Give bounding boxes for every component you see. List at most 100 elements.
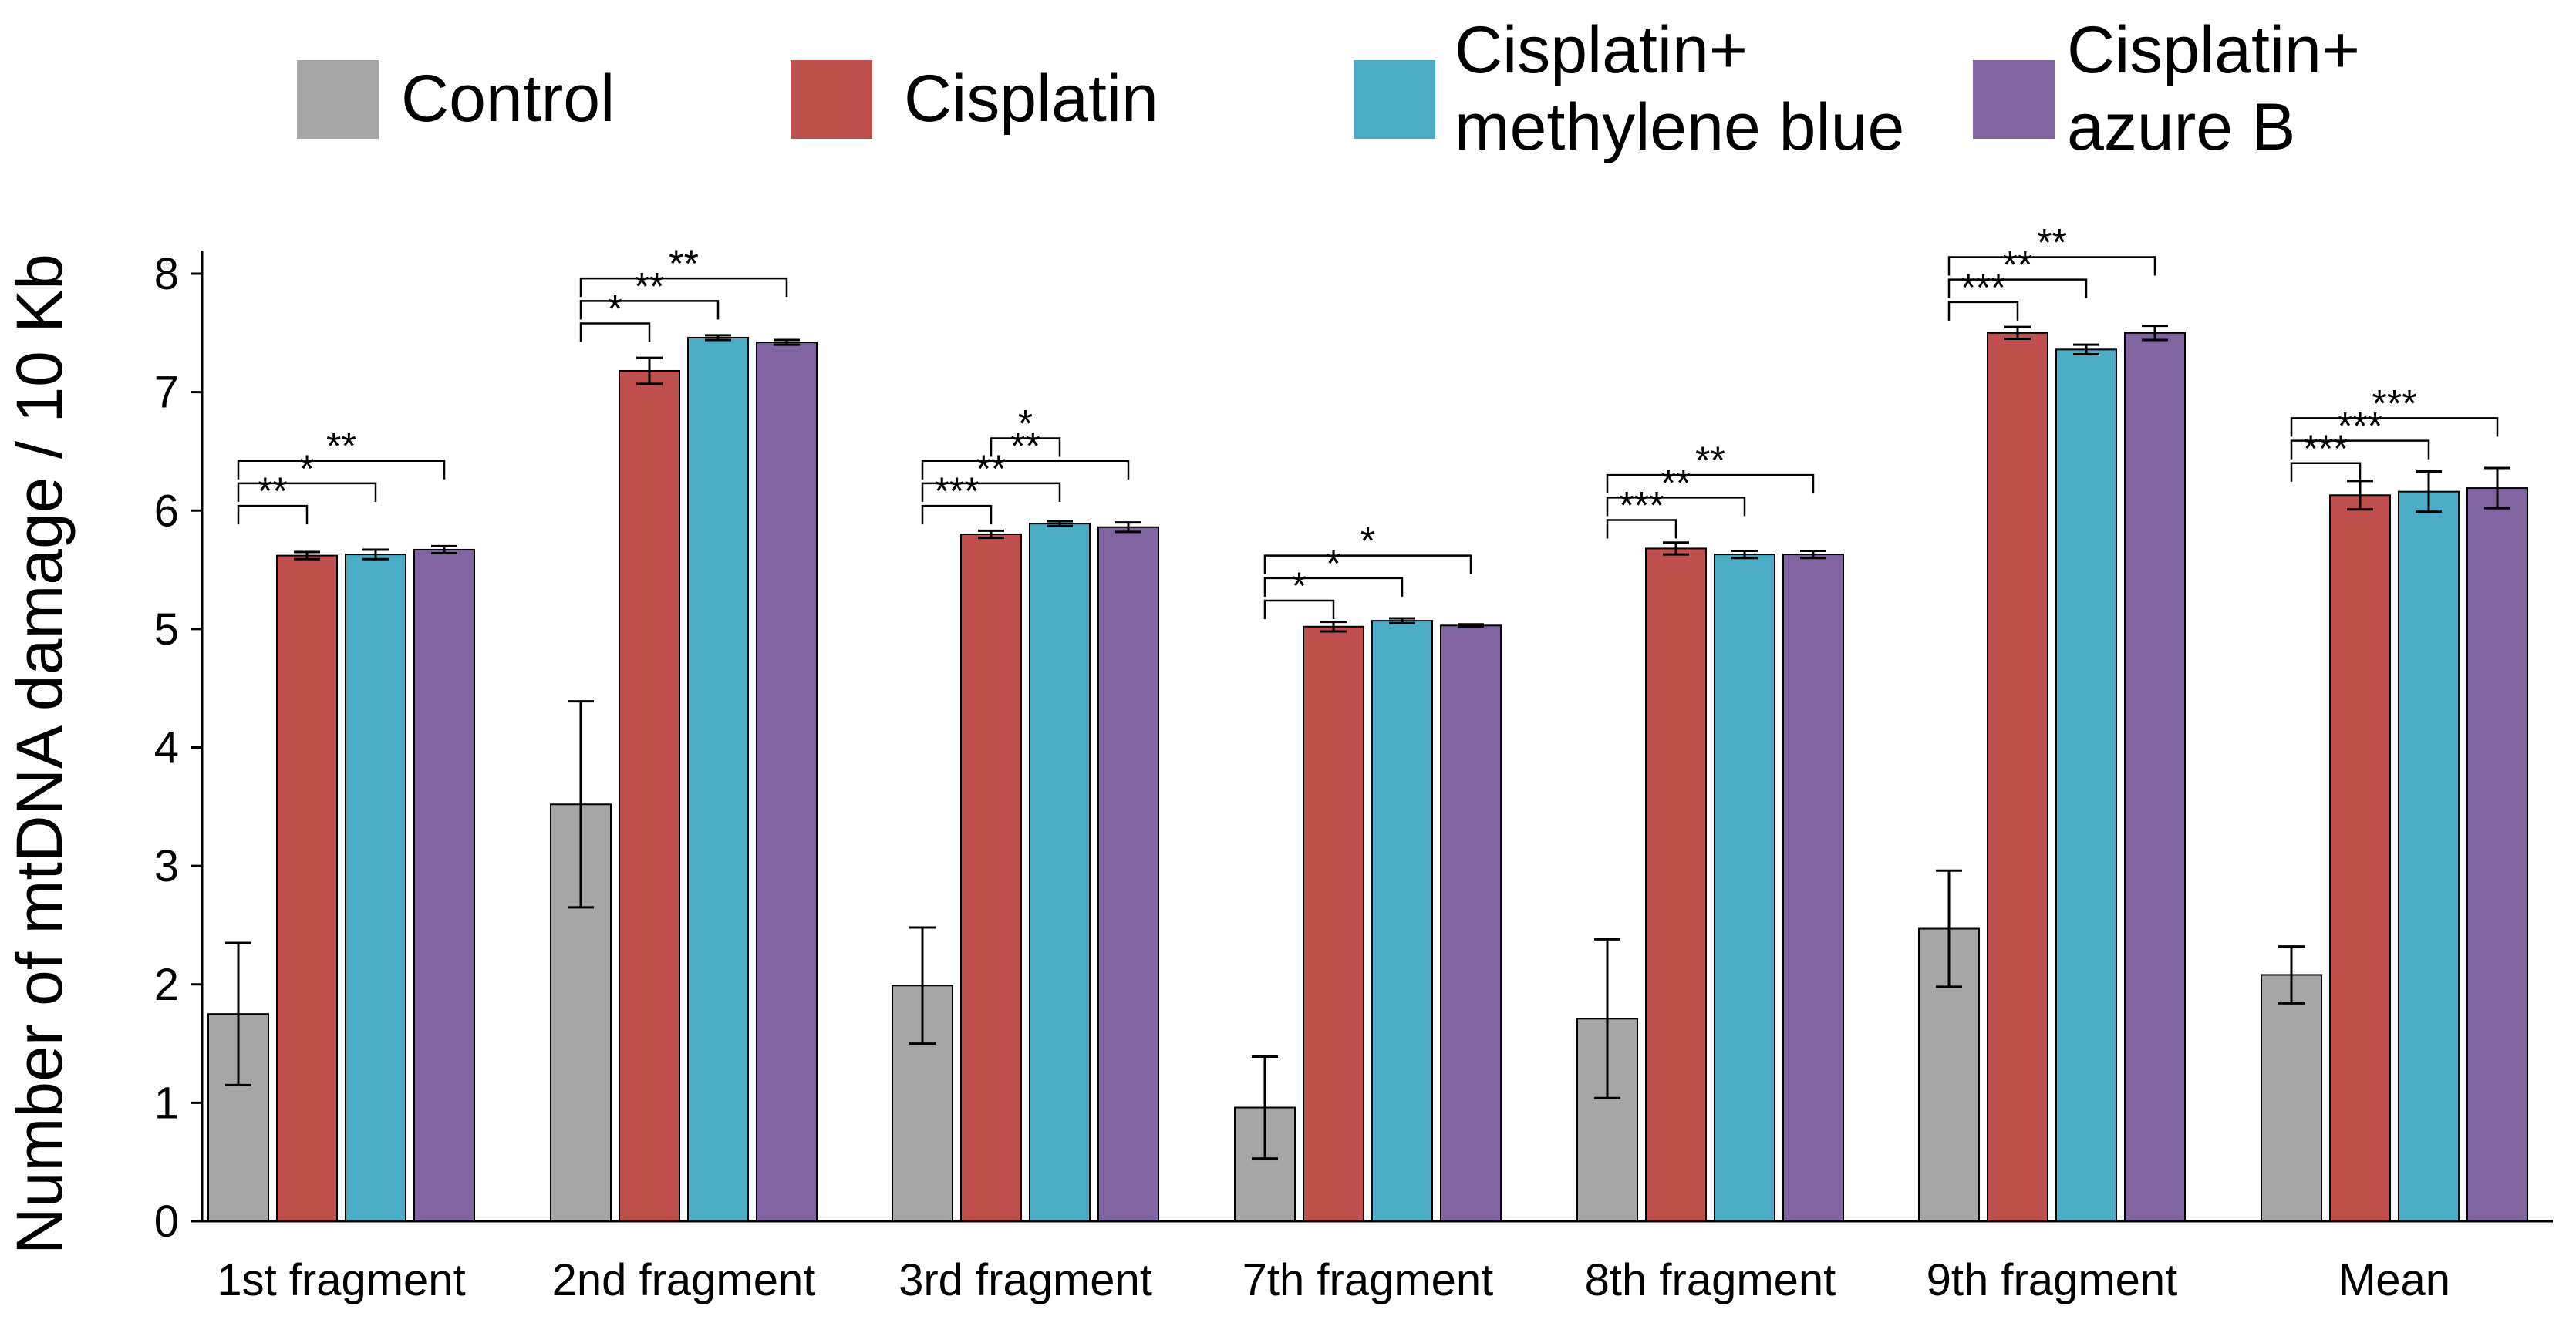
error-bar	[1252, 1055, 1278, 1160]
legend-item-cisplatin-methylene-blue: Cisplatin+ methylene blue	[1354, 13, 1904, 164]
legend-swatch	[1354, 60, 1435, 139]
significance-bracket: **	[237, 470, 309, 525]
y-axis-label: Number of mtDNA damage / 10 Kb	[3, 254, 76, 1254]
significance-label: ***	[1961, 266, 2005, 309]
significance-label: **	[669, 242, 699, 285]
bar-cisplatin-methylene-blue-2nd-fragment	[687, 336, 749, 1222]
bar-cisplatin-methylene-blue-9th-fragment	[2055, 348, 2117, 1223]
significance-label: ***	[1619, 484, 1664, 527]
significance-label: **	[1010, 425, 1040, 468]
bar-cisplatin-mean	[2329, 494, 2391, 1222]
error-bar	[2416, 470, 2442, 513]
error-bar	[705, 334, 731, 342]
significance-bracket: *	[1263, 542, 1404, 597]
x-tick-label: Mean	[2338, 1255, 2450, 1305]
significance-label: ***	[934, 470, 979, 513]
x-tick-label: 1st fragment	[217, 1255, 465, 1305]
legend-item-cisplatin: Cisplatin	[791, 60, 1158, 139]
bar-cisplatin-azure-b-1st-fragment	[413, 548, 475, 1222]
legend-label: Control	[401, 62, 615, 136]
bar-cisplatin-3rd-fragment	[960, 533, 1022, 1222]
bar-cisplatin-azure-b-9th-fragment	[2124, 332, 2186, 1222]
bar-cisplatin-methylene-blue-1st-fragment	[345, 554, 406, 1222]
error-bar	[1936, 869, 1962, 988]
error-bar	[978, 529, 1004, 540]
significance-bracket: ***	[2290, 427, 2362, 482]
error-bar	[431, 544, 457, 555]
significance-bracket: **	[1947, 244, 2088, 298]
error-bar	[2278, 945, 2305, 1005]
significance-bracket: *	[579, 288, 651, 342]
significance-label: *	[1326, 542, 1340, 585]
significance-bracket: *	[990, 402, 1061, 457]
error-bar	[1389, 617, 1415, 624]
significance-label: ***	[2303, 427, 2348, 470]
y-tick-label: 3	[154, 841, 179, 891]
bar-cisplatin-azure-b-2nd-fragment	[756, 342, 818, 1222]
error-bar	[568, 700, 594, 909]
error-bar	[909, 926, 936, 1045]
significance-label: *	[1360, 520, 1375, 563]
significance-label: **	[326, 425, 356, 468]
significance-label: **	[2003, 244, 2033, 287]
error-bar	[362, 548, 389, 561]
bar-cisplatin-methylene-blue-mean	[2398, 490, 2460, 1222]
y-tick-label: 2	[154, 960, 179, 1010]
bar-cisplatin-8th-fragment	[1645, 547, 1707, 1222]
bar-cisplatin-2nd-fragment	[619, 369, 680, 1222]
significance-bracket: *	[1263, 564, 1335, 620]
bar-cisplatin-azure-b-3rd-fragment	[1097, 526, 1159, 1222]
significance-label: *	[608, 288, 622, 331]
bar-cisplatin-methylene-blue-3rd-fragment	[1029, 523, 1091, 1222]
error-bar	[1320, 621, 1347, 633]
x-tick-label: 3rd fragment	[899, 1255, 1152, 1305]
bar-cisplatin-azure-b-8th-fragment	[1782, 554, 1844, 1222]
bar-cisplatin-azure-b-7th-fragment	[1440, 624, 1502, 1222]
significance-label: **	[1695, 439, 1725, 482]
legend-swatch	[297, 60, 379, 139]
error-bar	[1663, 541, 1689, 556]
error-bar	[2484, 466, 2510, 510]
y-tick-label: 0	[154, 1197, 179, 1247]
significance-bracket: **	[1606, 439, 1815, 494]
bars	[207, 325, 2528, 1223]
error-bar	[1731, 549, 1758, 560]
significance-label: ***	[2338, 405, 2382, 448]
y-tick-label: 6	[154, 486, 179, 536]
error-bar	[2142, 325, 2168, 342]
significance-brackets: ****************************************…	[237, 220, 2499, 620]
error-bar	[294, 550, 320, 561]
error-bar	[2004, 325, 2031, 340]
legend-label: Cisplatin+ azure B	[2067, 13, 2360, 164]
y-tick-label: 8	[154, 249, 179, 299]
bar-cisplatin-methylene-blue-7th-fragment	[1371, 620, 1433, 1222]
legend-item-control: Control	[297, 60, 615, 139]
significance-label: ***	[2372, 382, 2416, 425]
bar-cisplatin-azure-b-mean	[2466, 487, 2528, 1222]
significance-label: *	[1292, 564, 1307, 608]
significance-bracket: ***	[1947, 266, 2019, 321]
y-tick-label: 5	[154, 604, 179, 655]
error-bar	[1458, 623, 1484, 628]
legend: Control Cisplatin Cisplatin+ methylene blue…	[297, 13, 2360, 164]
y-tick-label: 4	[154, 723, 179, 773]
significance-bracket: **	[1947, 220, 2156, 276]
error-bar	[2073, 343, 2099, 355]
x-tick-label: 7th fragment	[1242, 1255, 1494, 1305]
x-tick-label: 9th fragment	[1927, 1255, 2178, 1305]
significance-label: **	[1661, 461, 1691, 504]
significance-label: *	[1018, 402, 1033, 446]
legend-label: Cisplatin	[904, 62, 1158, 136]
significance-bracket: *	[1263, 520, 1472, 574]
significance-label: *	[299, 447, 314, 490]
significance-bracket: **	[921, 425, 1130, 480]
x-tick-label: 2nd fragment	[552, 1255, 816, 1305]
error-bar	[1047, 520, 1073, 527]
error-bar	[1594, 938, 1620, 1099]
error-bar	[1800, 549, 1826, 560]
bar-cisplatin-methylene-blue-8th-fragment	[1714, 554, 1775, 1222]
significance-label: **	[2037, 220, 2067, 264]
significance-bracket: **	[237, 425, 446, 480]
significance-bracket: ***	[2290, 405, 2430, 460]
bar-cisplatin-7th-fragment	[1303, 625, 1364, 1222]
